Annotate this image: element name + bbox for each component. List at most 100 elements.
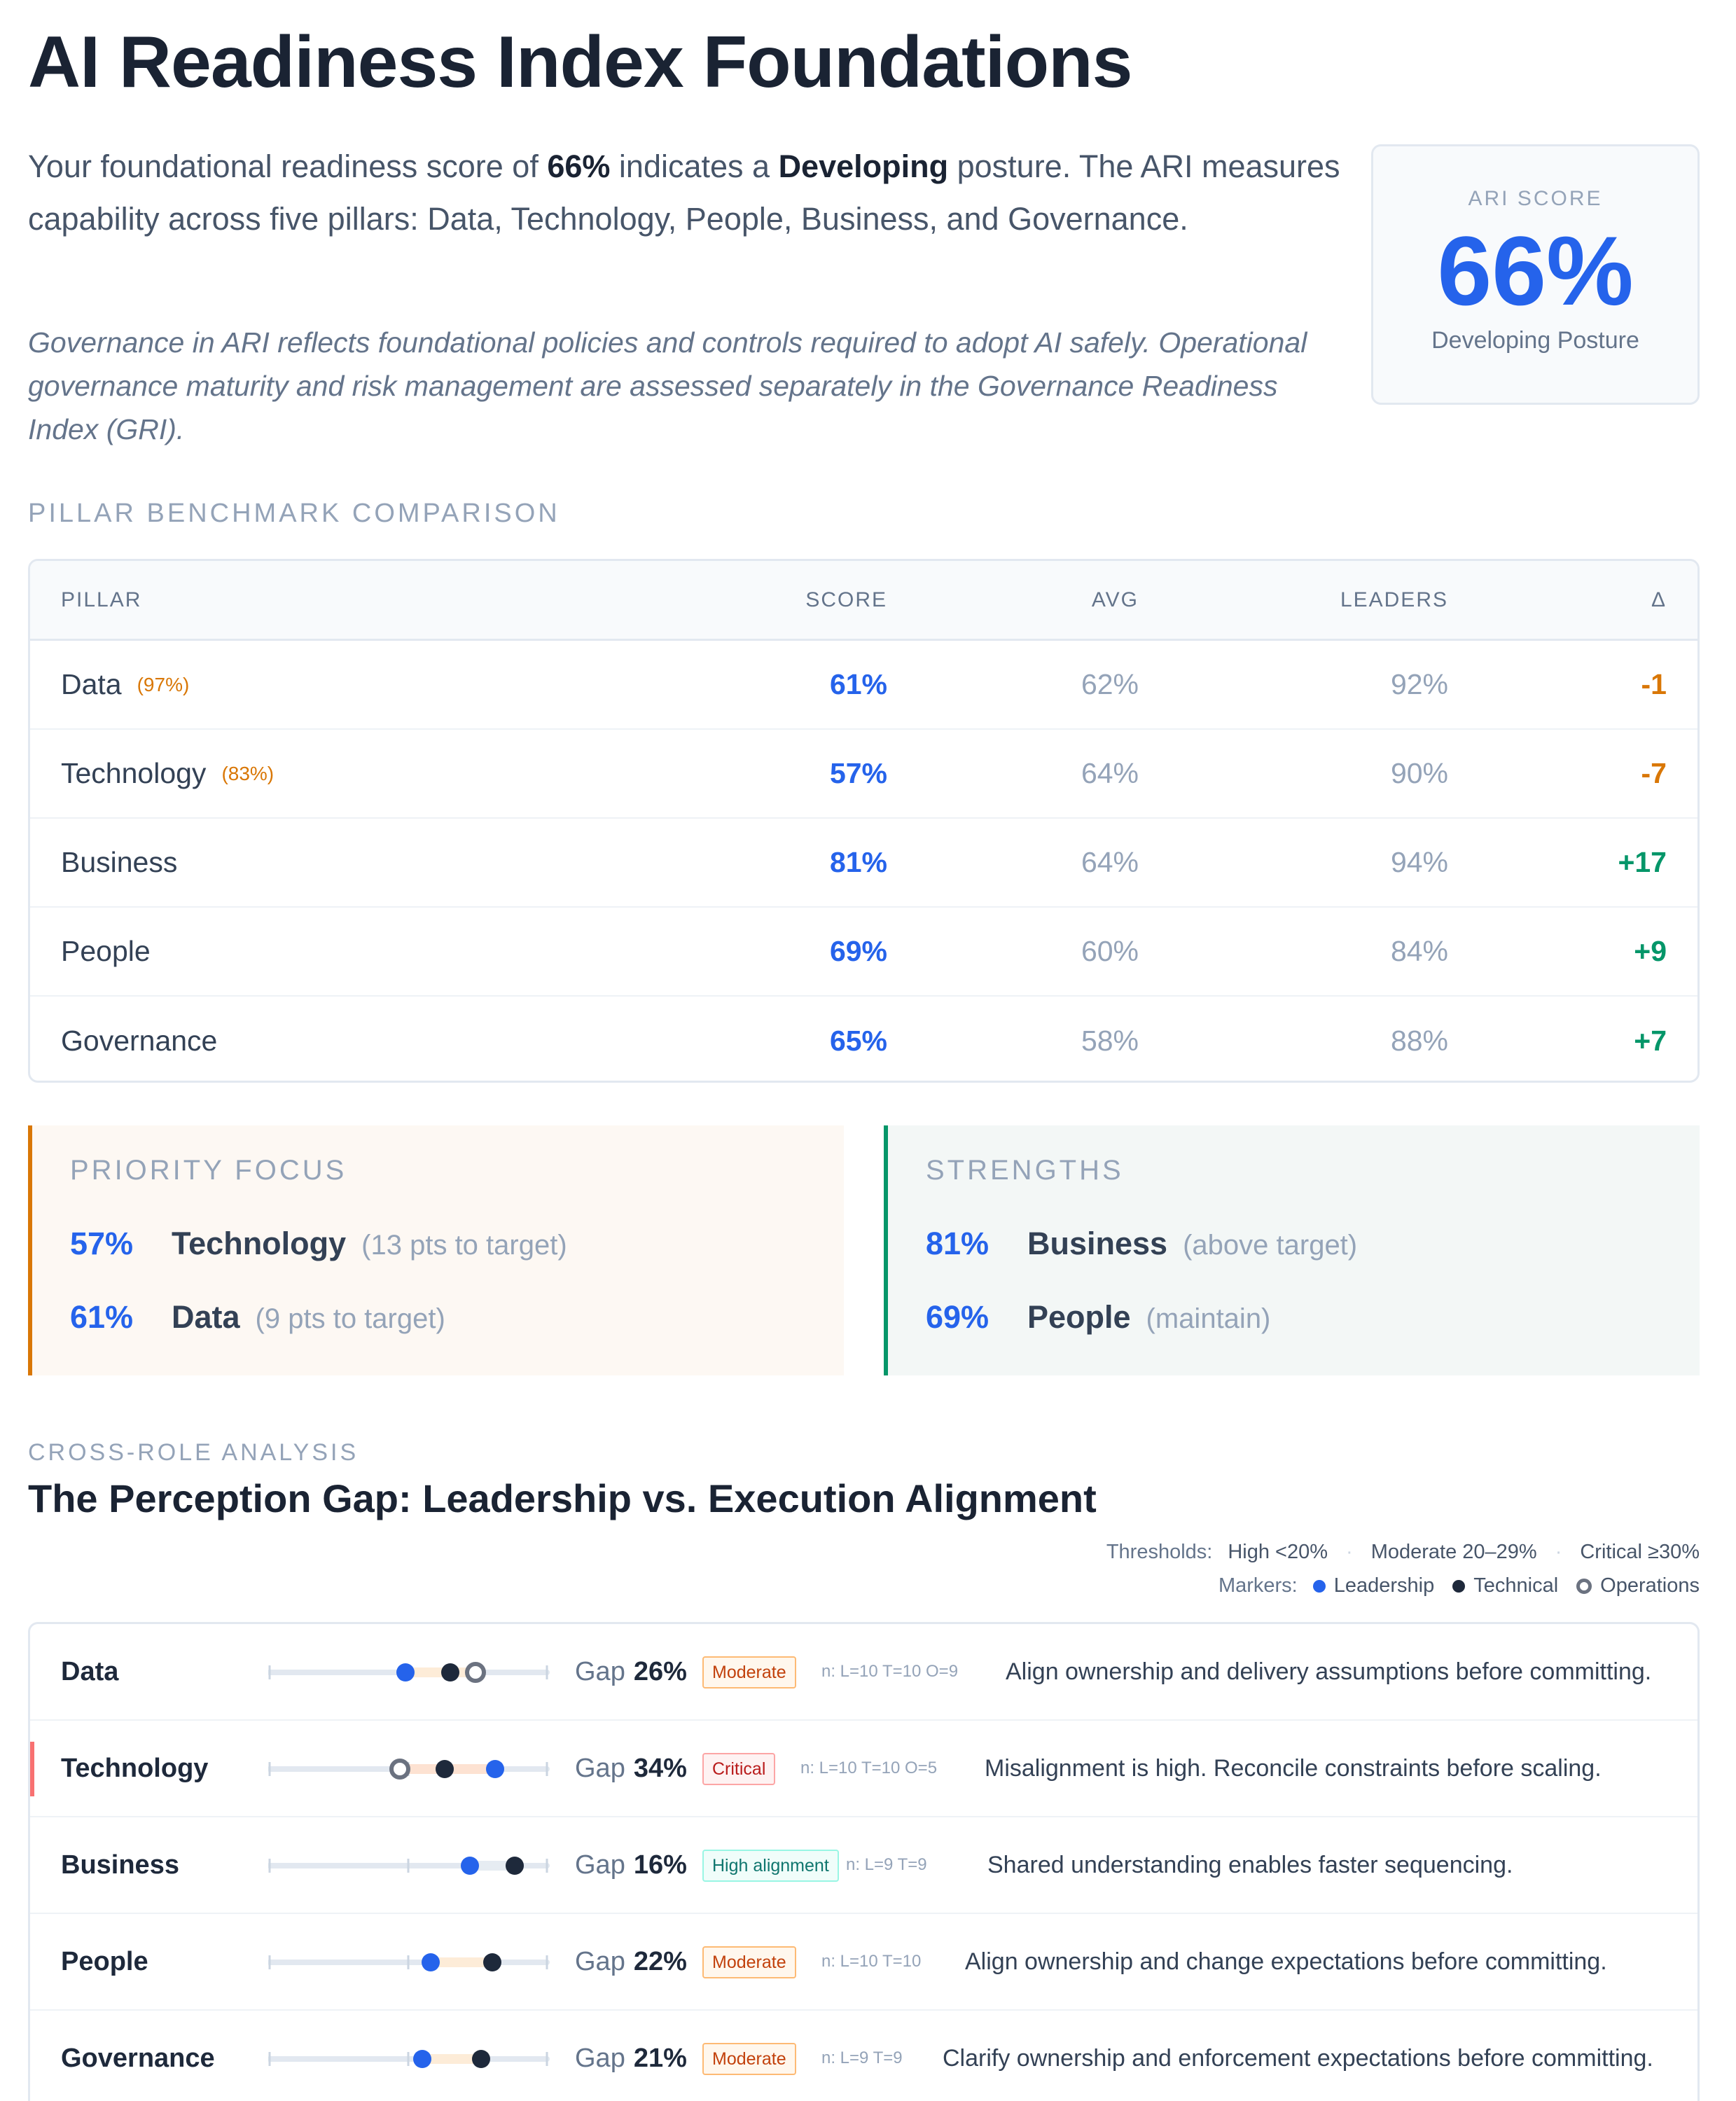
intro-text: Your foundational readiness score of: [28, 148, 548, 184]
gap-label: Gap: [575, 1656, 625, 1686]
gap-row: Governance Gap 21% Moderate n: L=9 T=9 Clarif…: [30, 2011, 1697, 2101]
thresholds-legend: Thresholds: High <20% · Moderate 20–29% …: [1106, 1541, 1700, 1564]
leaders-cell: 90%: [1390, 757, 1448, 789]
pillar-name: Business: [61, 846, 178, 878]
governance-note: Governance in ARI reflects foundational …: [28, 326, 1307, 445]
gap-pillar-name: Technology: [61, 1753, 209, 1783]
score-cell: 65%: [829, 1025, 887, 1057]
gap-value: Gap 34%: [575, 1721, 687, 1816]
gap-label: Gap: [575, 1753, 625, 1783]
table-row: Technology (83%) 57% 64% 90% -7: [30, 730, 1697, 819]
score-card-label: ARI SCORE: [1468, 187, 1603, 210]
benchmark-table: PILLAR SCORE AVG LEADERS Δ Data (97%) 61% 6…: [28, 559, 1700, 1083]
pillar-name: Technology: [61, 757, 207, 789]
score-cell: 61%: [829, 668, 887, 700]
gap-message: Align ownership and change expectations …: [965, 1948, 1607, 1975]
ari-score-card: ARI SCORE 66% Developing Posture: [1371, 144, 1700, 405]
gap-track: [268, 1857, 550, 1875]
pillar-cell: People: [61, 908, 166, 995]
alignment-badge: Moderate: [702, 2043, 796, 2075]
thresholds-label: Thresholds:: [1106, 1541, 1213, 1563]
gap-pillar-name: People: [61, 1946, 148, 1976]
gap-label: Gap: [575, 2043, 625, 2073]
priority-focus-title: PRIORITY FOCUS: [70, 1155, 347, 1186]
gap-track: [268, 2050, 550, 2068]
gap-track: [268, 1953, 550, 1971]
header-delta: Δ: [1651, 588, 1667, 611]
score-cell: 69%: [829, 935, 887, 967]
intro-text: posture. The ARI measures capability acr…: [28, 148, 1340, 237]
pillar-cell: Business: [61, 819, 193, 906]
score-cell: 57%: [829, 757, 887, 789]
strength-value: 69%: [926, 1299, 989, 1335]
score-cell: 81%: [829, 846, 887, 878]
avg-cell: 60%: [1081, 935, 1139, 967]
gap-row: Business Gap 16% High alignment n: L=9 T=9 Sh…: [30, 1817, 1697, 1914]
leadership-marker: [486, 1760, 504, 1778]
priority-name: Data: [172, 1299, 240, 1335]
sample-size: n: L=10 T=10 O=9: [821, 1662, 959, 1681]
threshold-moderate: Moderate 20–29%: [1370, 1541, 1537, 1563]
table-header: PILLAR SCORE AVG LEADERS Δ: [30, 561, 1697, 641]
delta-cell: -7: [1641, 757, 1667, 789]
strengths-title: STRENGTHS: [926, 1155, 1124, 1186]
avg-cell: 64%: [1081, 757, 1139, 789]
gap-track: [268, 1662, 550, 1683]
table-row: People 69% 60% 84% +9: [30, 908, 1697, 997]
intro-text: indicates a: [610, 148, 779, 184]
gap-range: [431, 1957, 492, 1967]
header-avg: AVG: [1091, 588, 1139, 611]
technical-marker: [441, 1663, 459, 1682]
gap-percent: 34%: [633, 1753, 687, 1783]
leadership-marker: [422, 1953, 440, 1971]
page-title: AI Readiness Index Foundations: [28, 22, 1132, 103]
gap-percent: 21%: [633, 2043, 687, 2073]
pillar-cell: Governance: [61, 997, 232, 1081]
gap-row: Technology Gap 34% Critical n: L=10 T=10 O=5…: [30, 1721, 1697, 1817]
gap-value: Gap 16%: [575, 1817, 687, 1913]
header-leaders: LEADERS: [1340, 588, 1448, 611]
priority-value: 57%: [70, 1226, 134, 1261]
alignment-badge: High alignment: [702, 1850, 839, 1882]
gap-value: Gap 21%: [575, 2011, 687, 2101]
operations-marker: [465, 1662, 486, 1683]
pillar-cell: Technology (83%): [61, 730, 274, 817]
legend-separator: ·: [1555, 1541, 1562, 1563]
markers-label: Markers:: [1218, 1574, 1298, 1597]
pillar-name: Data: [61, 668, 122, 700]
technical-marker: [506, 1857, 524, 1875]
leadership-marker: [413, 2050, 431, 2068]
intro-score: 66%: [547, 148, 611, 184]
cross-role-section-label: CROSS-ROLE ANALYSIS: [28, 1439, 359, 1466]
markers-legend: Markers: Leadership Technical Operations: [1218, 1574, 1700, 1597]
threshold-high: High <20%: [1228, 1541, 1328, 1563]
table-row: Business 81% 64% 94% +17: [30, 819, 1697, 908]
marker-label: Operations: [1600, 1574, 1700, 1597]
alignment-badge: Moderate: [702, 1946, 796, 1978]
gap-pillar-name: Governance: [61, 2043, 215, 2073]
strengths-panel: STRENGTHS 81% Business (above target) 69…: [884, 1125, 1700, 1375]
strength-name: People: [1027, 1299, 1131, 1335]
priority-item: 57% Technology (13 pts to target): [70, 1226, 567, 1262]
technical-marker: [436, 1760, 454, 1778]
pillar-completion: (97%): [137, 673, 190, 695]
delta-cell: +17: [1618, 846, 1667, 878]
intro-posture: Developing: [778, 148, 949, 184]
marker-leadership: Leadership: [1312, 1574, 1434, 1597]
technical-marker: [472, 2050, 490, 2068]
leaders-cell: 88%: [1390, 1025, 1448, 1057]
avg-cell: 58%: [1081, 1025, 1139, 1057]
leaders-cell: 84%: [1390, 935, 1448, 967]
gap-value: Gap 26%: [575, 1624, 687, 1719]
strength-name: Business: [1027, 1226, 1168, 1261]
priority-detail: (9 pts to target): [255, 1303, 445, 1334]
alignment-badge: Critical: [702, 1753, 776, 1785]
gap-row: Data Gap 26% Moderate n: L=10 T=10 O=9 Align …: [30, 1624, 1697, 1721]
leadership-marker: [396, 1663, 415, 1682]
operations-marker: [389, 1759, 410, 1780]
priority-item: 61% Data (9 pts to target): [70, 1299, 445, 1336]
strength-value: 81%: [926, 1226, 989, 1261]
leadership-marker: [461, 1857, 479, 1875]
leaders-cell: 94%: [1390, 846, 1448, 878]
header-pillar: PILLAR: [61, 588, 142, 611]
